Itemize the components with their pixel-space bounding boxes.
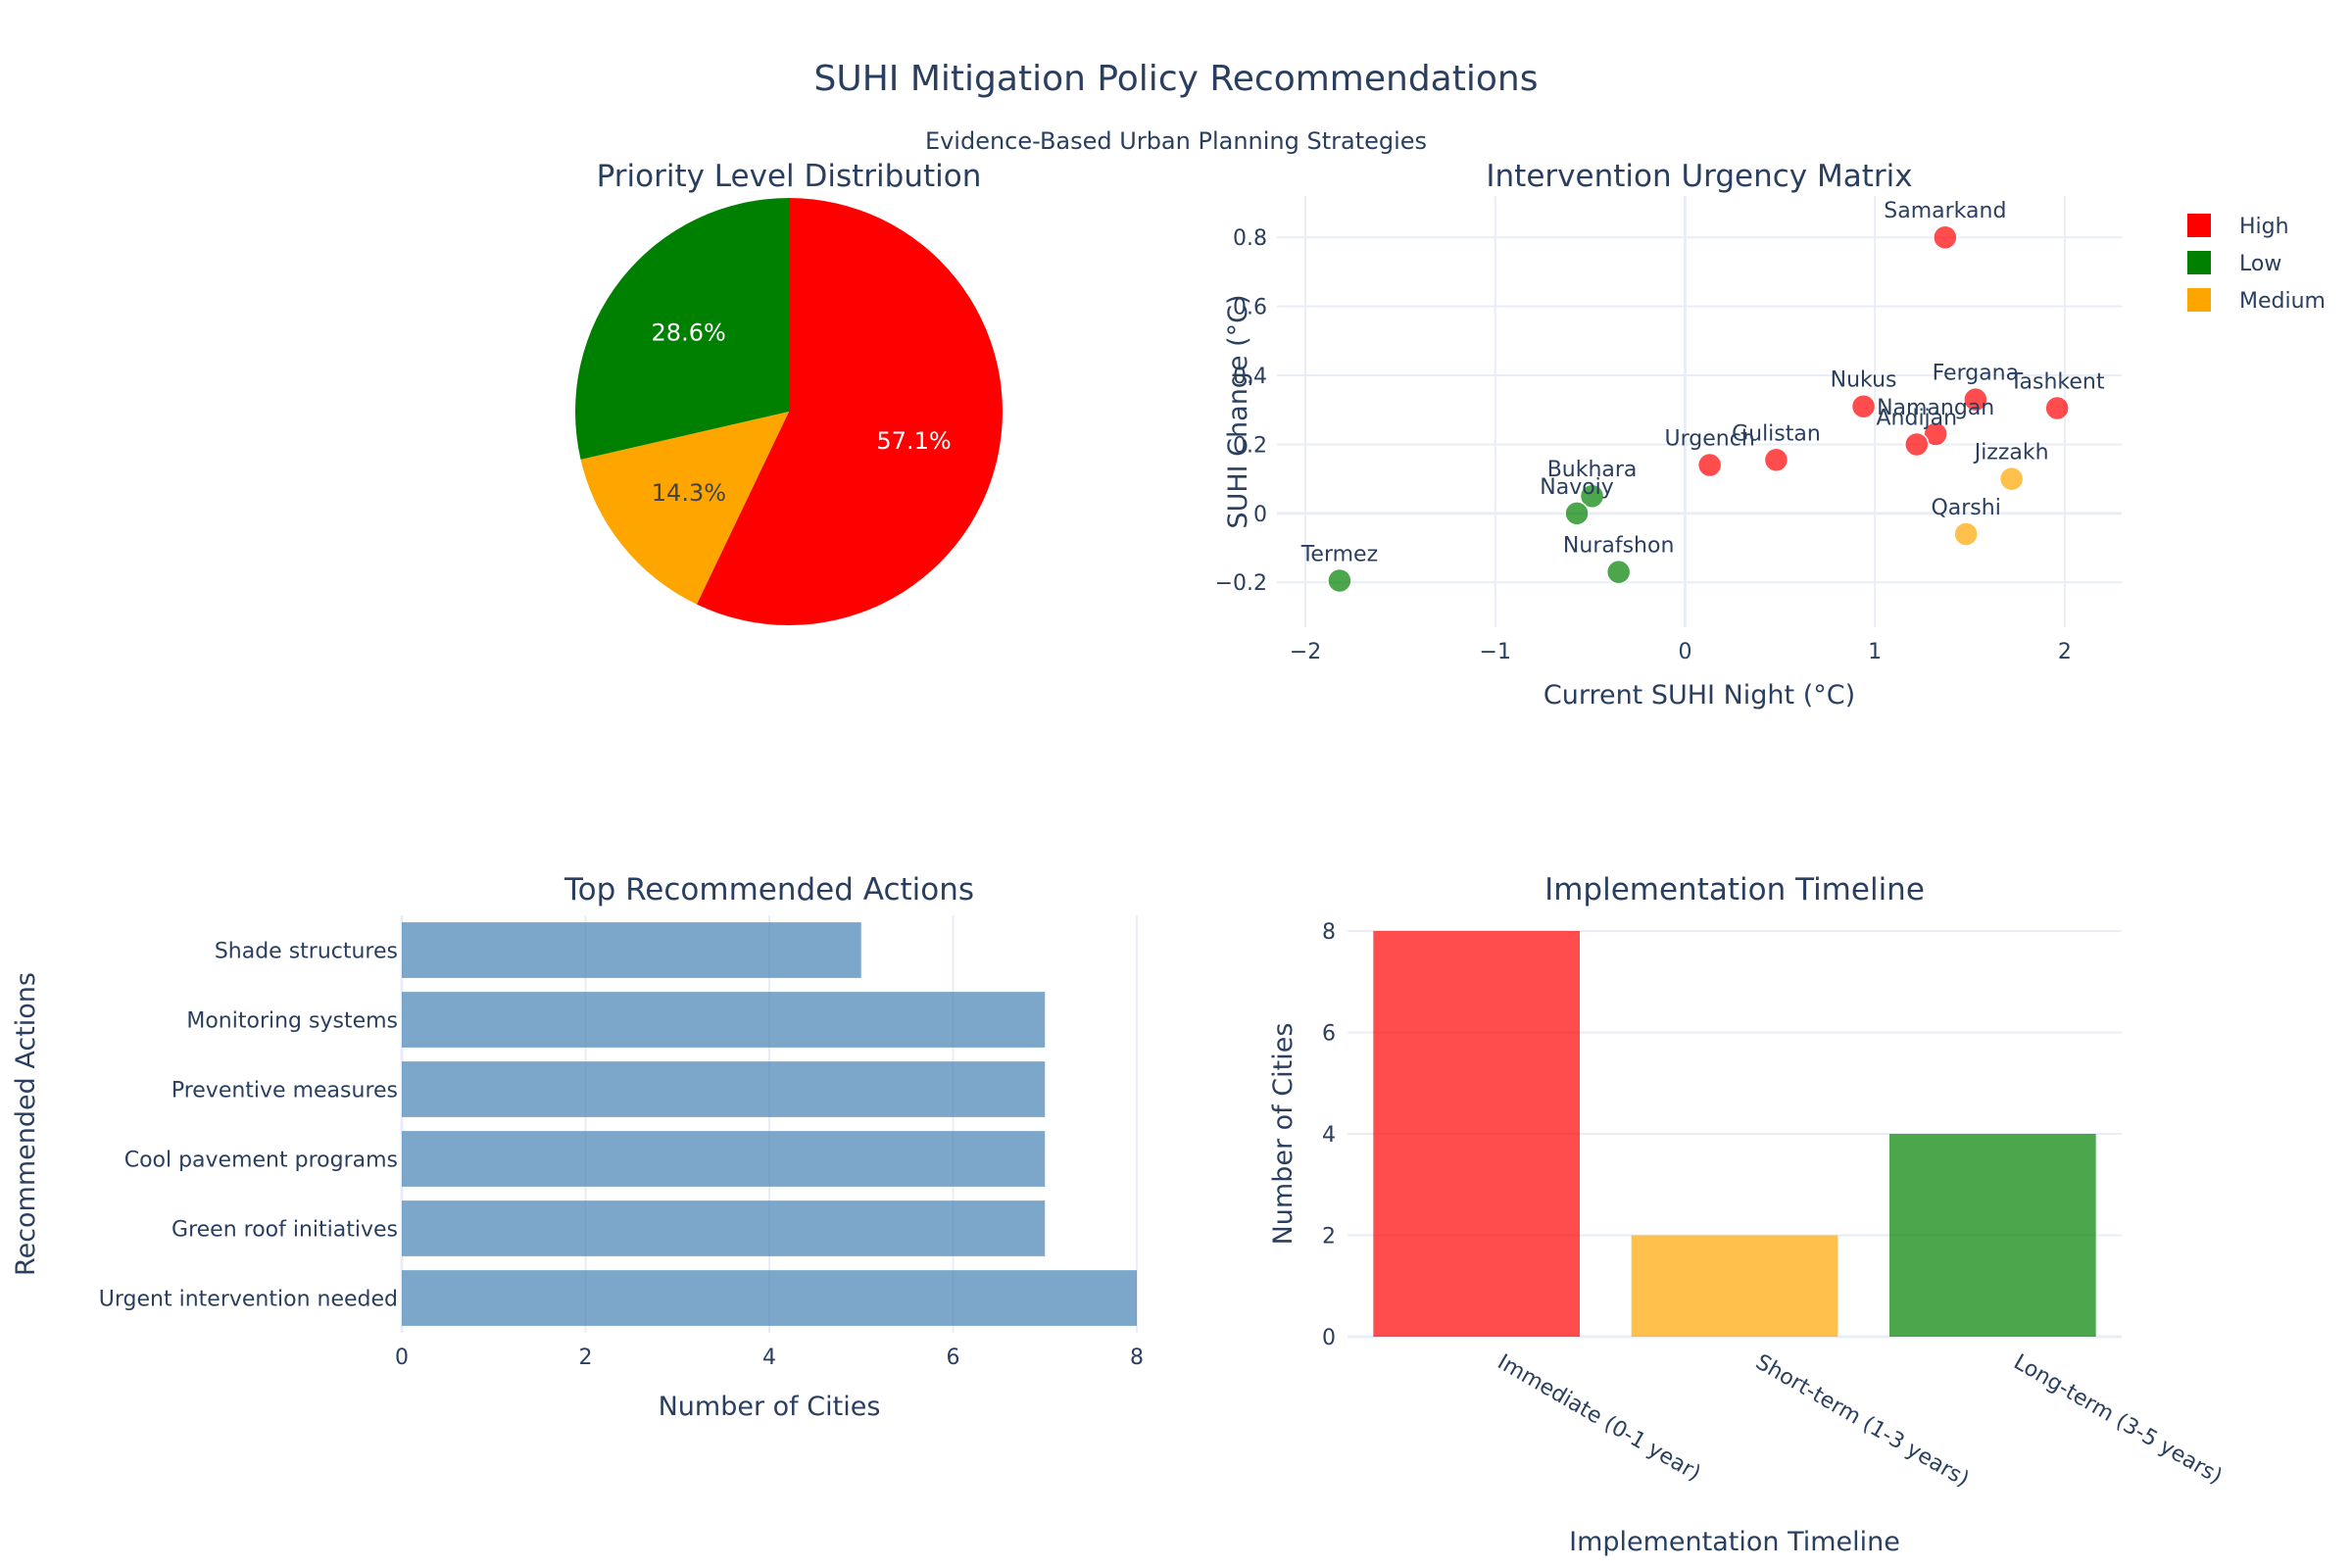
pie-label-medium: 14.3% [652,479,726,507]
actions-x-tick-label: 0 [395,1346,409,1370]
actions-title: Top Recommended Actions [564,872,974,907]
scatter-point-andijan [1904,431,1930,458]
scatter-point-label-nukus: Nukus [1831,368,1897,393]
timeline-bar-long-term-3-5-years [1889,1134,2096,1337]
actions-y-axis-label: Recommended Actions [11,972,41,1276]
scatter-x-axis-label: Current SUHI Night (°C) [1544,680,1855,710]
scatter-point-label-jizzakh: Jizzakh [1973,441,2049,466]
scatter-x-tick-label: −1 [1480,640,1511,664]
actions-bar-chart-panel: Top Recommended Actions 0 2 4 6 8 Shade struct… [11,872,1144,1422]
scatter-point-termez [1327,567,1352,594]
pie-label-low: 28.6% [652,319,726,347]
timeline-y-tick-label: 0 [1322,1326,1336,1350]
scatter-point-fergana [1963,386,1988,413]
actions-x-tick-label: 4 [762,1346,776,1370]
scatter-point-label-bukhara: Bukhara [1547,458,1638,482]
scatter-x-tick-label: 1 [1868,640,1882,664]
timeline-y-tick-label: 4 [1322,1123,1336,1148]
scatter-point-tashkent [2044,395,2070,421]
scatter-y-tick-label: −0.2 [1215,571,1267,596]
pie-slice-low [575,198,789,460]
figure-subtitle: Evidence-Based Urban Planning Strategies [924,127,1428,155]
scatter-x-tick-label: 0 [1678,640,1691,664]
legend-label-high: High [2239,215,2289,239]
figure-title: SUHI Mitigation Policy Recommendations [813,59,1539,99]
pie-chart-panel: Priority Level Distribution 57.1% 14.3% 28.… [575,159,1003,625]
timeline-y-axis-label: Number of Cities [1268,1023,1298,1246]
scatter-point-label-qarshi: Qarshi [1931,496,2000,520]
scatter-x-tick-label: 2 [2058,640,2072,664]
timeline-bar-immediate-0-1-year [1373,931,1580,1337]
scatter-point-label-termez: Termez [1300,542,1378,566]
timeline-y-tick-label: 6 [1322,1022,1336,1047]
scatter-point-gulistan [1763,447,1789,473]
scatter-point-label-nurafshon: Nurafshon [1563,534,1674,559]
actions-category-label: Monitoring systems [186,1009,398,1034]
legend-swatch-low [2187,251,2211,274]
scatter-x-tick-label: −2 [1290,640,1321,664]
scatter-point-namangan [1923,421,1948,447]
actions-category-label: Cool pavement programs [124,1149,398,1173]
actions-bar-monitoring-systems [402,992,1046,1048]
scatter-point-nurafshon [1605,559,1632,585]
timeline-y-tick-label: 2 [1322,1225,1336,1250]
scatter-point-label-navoiy: Navoiy [1540,475,1614,500]
actions-bar-urgent-intervention-needed [402,1270,1137,1326]
timeline-bar-chart-panel: Implementation Timeline 0 2 4 6 8 Immediate (0… [1268,872,2227,1557]
scatter-point-label-namangan: Namangan [1877,396,1994,420]
scatter-point-label-gulistan: Gulistan [1732,421,1821,446]
scatter-point-label-fergana: Fergana [1933,362,2020,386]
scatter-point-qarshi [1953,521,1979,547]
scatter-point-label-andijan: Andijan [1876,406,1957,430]
pie-slice-medium [580,412,789,605]
scatter-title: Intervention Urgency Matrix [1486,159,1912,194]
scatter-point-label-tashkent: Tashkent [2009,369,2105,394]
pie-title: Priority Level Distribution [597,159,982,194]
actions-category-label: Green roof initiatives [172,1218,398,1243]
scatter-y-axis-label: SUHI Change (°C) [1223,294,1253,528]
scatter-point-label-urgench: Urgench [1665,427,1755,452]
scatter-y-tick-label: 0 [1253,503,1267,527]
pie-label-high: 57.1% [876,427,951,455]
scatter-y-tick-label: 0.2 [1233,433,1267,458]
scatter-point-navoiy [1564,501,1590,526]
actions-x-tick-label: 8 [1130,1346,1144,1370]
timeline-bar-short-term-1-3-years [1631,1235,1838,1337]
scatter-y-tick-label: 0.8 [1233,226,1267,251]
actions-category-label: Shade structures [215,940,398,964]
legend-label-low: Low [2239,252,2281,276]
actions-x-tick-label: 2 [579,1346,593,1370]
actions-bar-preventive-measures [402,1061,1046,1117]
timeline-x-axis-label: Implementation Timeline [1569,1527,1900,1557]
legend-swatch-medium [2187,288,2211,312]
scatter-point-jizzakh [1998,466,2025,492]
actions-x-tick-label: 6 [947,1346,960,1370]
actions-bar-cool-pavement-programs [402,1131,1046,1187]
legend-label-medium: Medium [2239,289,2326,314]
actions-bar-green-roof-initiatives [402,1200,1046,1256]
timeline-category-label: Short-term (1-3 years) [1751,1350,1973,1493]
scatter-y-tick-label: 0.6 [1233,296,1267,320]
timeline-category-label: Immediate (0-1 year) [1494,1350,1705,1487]
scatter-point-bukhara [1579,483,1605,509]
scatter-chart-panel: Intervention Urgency Matrix −2 −1 0 1 2 −0.2 0 0… [1215,159,2326,710]
timeline-category-label: Long-term (3-5 years) [2009,1350,2226,1490]
legend-swatch-high [2187,214,2211,237]
actions-bar-shade-structures [402,922,861,978]
scatter-point-samarkand [1933,224,1958,250]
actions-category-label: Urgent intervention needed [99,1288,398,1312]
scatter-point-urgench [1696,452,1723,478]
actions-x-axis-label: Number of Cities [659,1392,881,1422]
pie-slice-high [696,198,1003,625]
scatter-point-label-samarkand: Samarkand [1884,199,2006,223]
scatter-y-tick-label: 0.4 [1233,365,1267,389]
scatter-point-nukus [1850,393,1877,419]
timeline-y-tick-label: 8 [1322,920,1336,945]
actions-category-label: Preventive measures [172,1079,398,1103]
timeline-title: Implementation Timeline [1544,872,1925,907]
